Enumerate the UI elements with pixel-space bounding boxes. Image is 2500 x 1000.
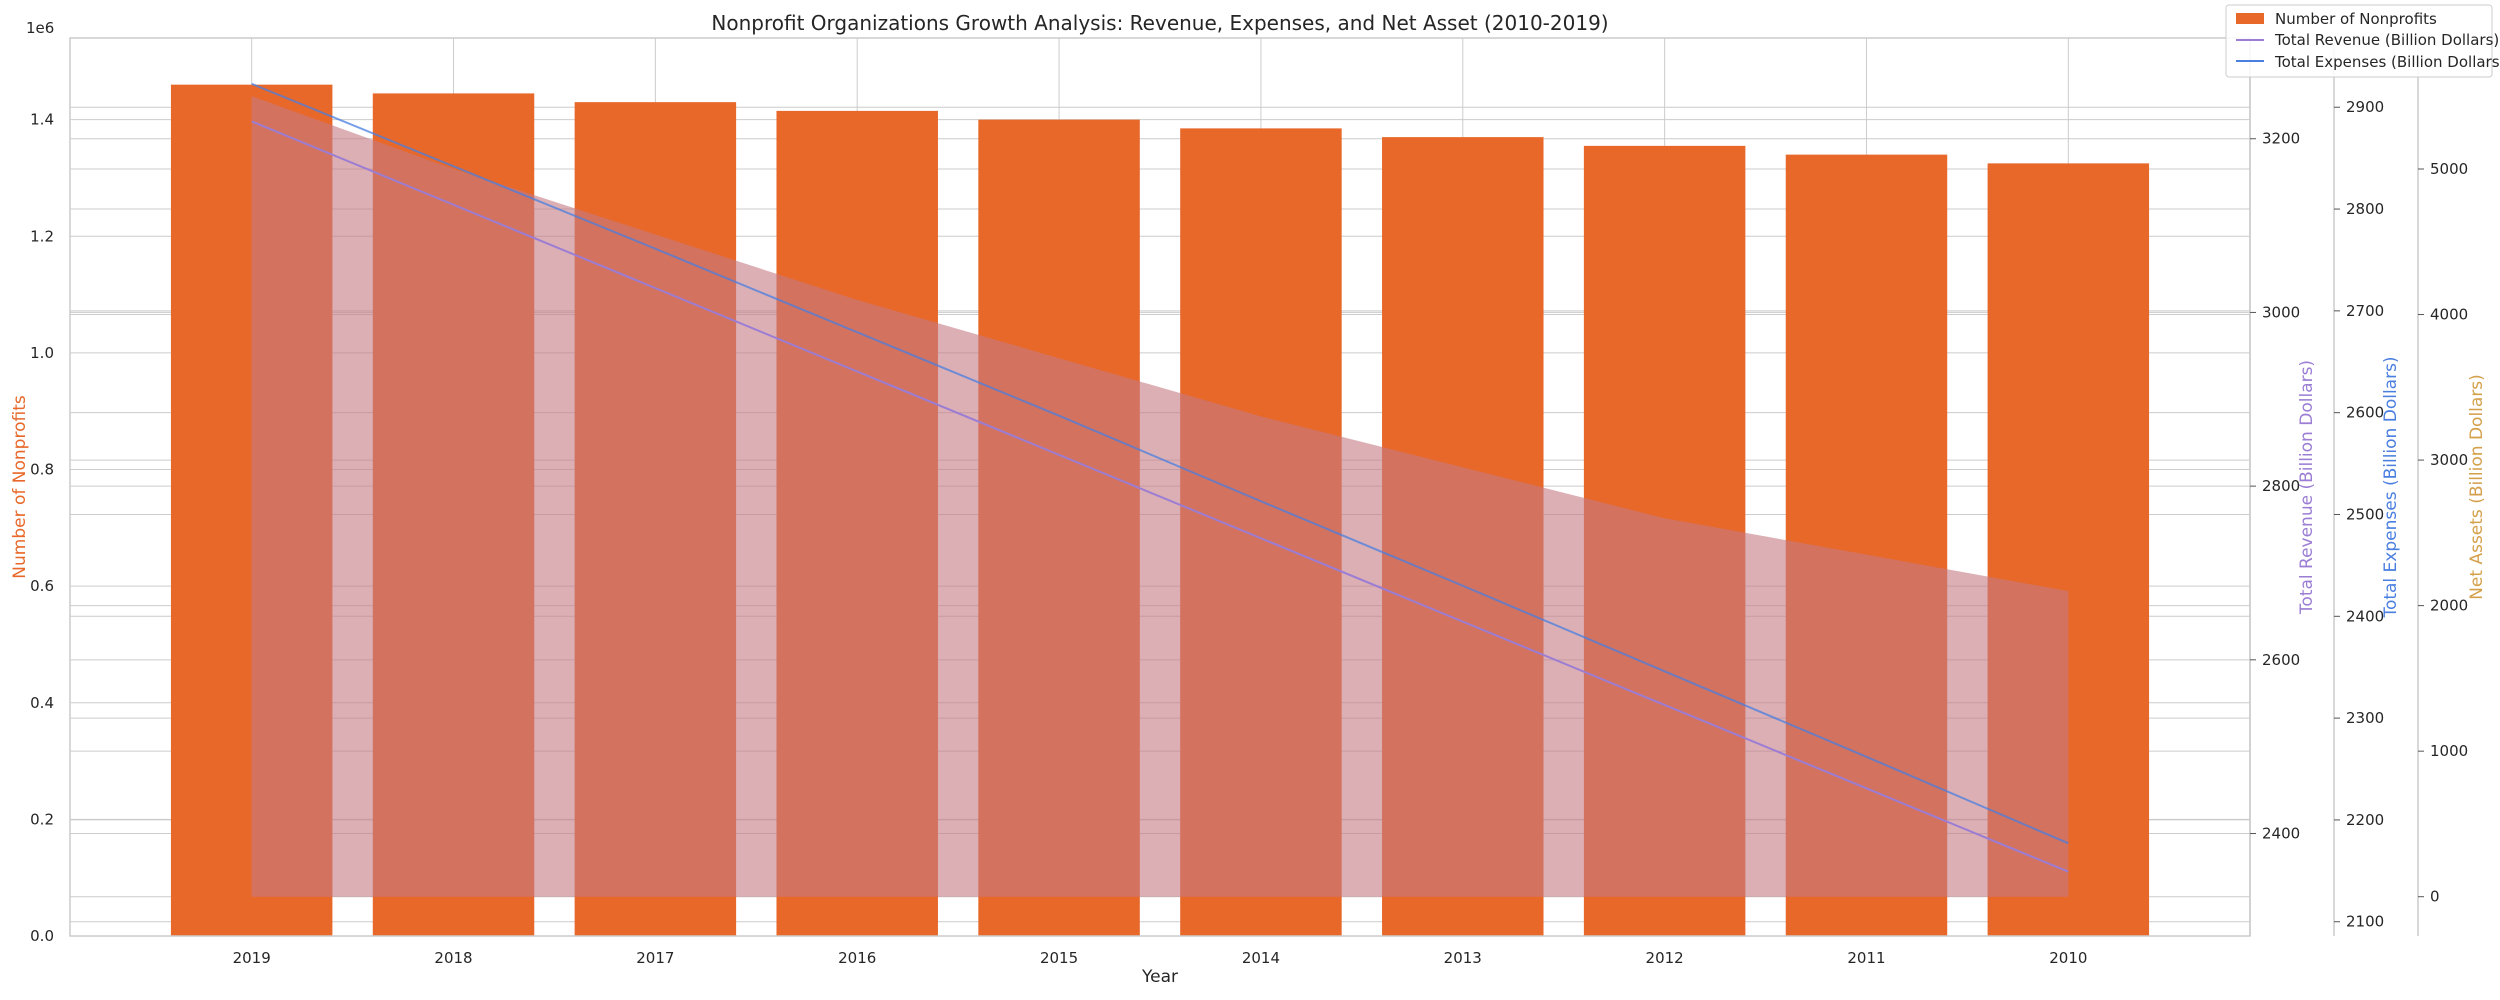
left-tick-label: 1.0	[30, 344, 54, 362]
net-assets-axis-tick-label: 2000	[2430, 597, 2468, 615]
x-tick-label: 2014	[1242, 949, 1280, 967]
left-tick-label: 1.2	[30, 227, 54, 245]
x-tick-label: 2012	[1646, 949, 1684, 967]
left-tick-label: 0.8	[30, 461, 54, 479]
legend-label-expenses: Total Expenses (Billion Dollars)	[2274, 53, 2500, 71]
net-assets-axis-tick-label: 3000	[2430, 451, 2468, 469]
expenses-axis-tick-label: 2200	[2346, 811, 2384, 829]
revenue-axis-tick-label: 2600	[2262, 651, 2300, 669]
revenue-axis-tick-label: 2800	[2262, 477, 2300, 495]
net-assets-axis-tick-label: 0	[2430, 888, 2440, 906]
expenses-axis-tick-label: 2700	[2346, 302, 2384, 320]
legend-swatch-nonprofits	[2236, 13, 2264, 24]
revenue-axis-tick-label: 2400	[2262, 825, 2300, 843]
revenue-axis-tick-label: 3000	[2262, 303, 2300, 321]
expenses-axis-tick-label: 2600	[2346, 404, 2384, 422]
expenses-axis-tick-label: 2500	[2346, 505, 2384, 523]
legend-box	[2225, 4, 2493, 78]
x-tick-label: 2019	[233, 949, 271, 967]
left-tick-label: 0.2	[30, 810, 54, 828]
left-axis-offset-label: 1e6	[26, 19, 54, 37]
legend: Number of Nonprofits Total Revenue (Bill…	[2225, 4, 2500, 78]
net-assets-axis-label: Net Assets (Billion Dollars)	[2467, 374, 2487, 600]
legend-label-nonprofits: Number of Nonprofits	[2275, 10, 2437, 28]
line-layer	[251, 82, 2069, 873]
revenue-line	[251, 120, 2069, 873]
expenses-axis-tick-label: 2300	[2346, 709, 2384, 727]
x-tick-label: 2015	[1040, 949, 1078, 967]
left-axis-label: Number of Nonprofits	[10, 395, 30, 579]
x-tick-label: 2013	[1444, 949, 1482, 967]
legend-label-revenue: Total Revenue (Billion Dollars)	[2274, 31, 2499, 49]
net-assets-axis-tick-label: 5000	[2430, 160, 2468, 178]
x-tick-label: 2016	[838, 949, 876, 967]
left-tick-label: 0.4	[30, 694, 54, 712]
x-tick-label: 2017	[636, 949, 674, 967]
x-tick-label: 2018	[434, 949, 472, 967]
chart-title: Nonprofit Organizations Growth Analysis:…	[711, 11, 1608, 35]
left-tick-label: 0.6	[30, 577, 54, 595]
revenue-axis-label: Total Revenue (Billion Dollars)	[2297, 360, 2317, 615]
net-assets-axis-tick-label: 4000	[2430, 306, 2468, 324]
left-tick-label: 1.4	[30, 111, 54, 129]
x-tick-label: 2010	[2049, 949, 2087, 967]
left-tick-label: 0.0	[30, 927, 54, 945]
expenses-axis-label: Total Expenses (Billion Dollars)	[2381, 356, 2401, 618]
expenses-axis-tick-label: 2900	[2346, 98, 2384, 116]
x-axis-label: Year	[1141, 967, 1178, 987]
expenses-axis-tick-label: 2400	[2346, 607, 2384, 625]
axis-layer: 2019 2018 2017 2016 2015 2014 2013 2012 2011 2010…	[30, 38, 2468, 967]
x-tick-label: 2011	[1847, 949, 1885, 967]
expenses-line	[251, 82, 2069, 845]
expenses-axis-tick-label: 2100	[2346, 913, 2384, 931]
expenses-axis-tick-label: 2800	[2346, 200, 2384, 218]
revenue-axis-tick-label: 3200	[2262, 130, 2300, 148]
net-assets-axis-tick-label: 1000	[2430, 742, 2468, 760]
